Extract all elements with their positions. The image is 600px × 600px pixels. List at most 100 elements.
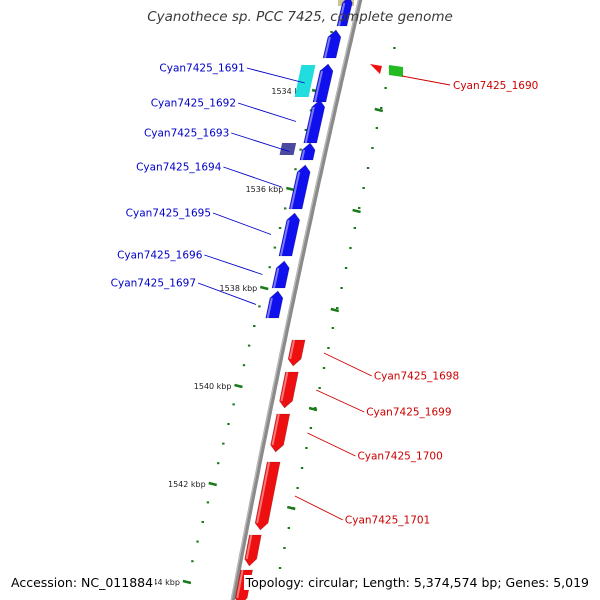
- forward-gene-arrow: [288, 164, 311, 210]
- gene-labels: Cyan7425_1691 Cyan7425_1692 Cyan7425_1693 C…: [111, 63, 539, 527]
- map-title: Cyanothece sp. PCC 7425, complete genome: [147, 9, 453, 25]
- guide-tick: [330, 307, 340, 313]
- guide-dots: [191, 31, 396, 589]
- backbone-highlight: [230, 0, 360, 600]
- forward-gene-arrow-shine: [290, 171, 301, 210]
- guide-tick: [286, 505, 296, 511]
- gene-label: Cyan7425_1694: [136, 162, 222, 174]
- guide-dot: [366, 167, 370, 169]
- gene-label: Cyan7425_1701: [345, 515, 430, 527]
- tick-dot: [278, 227, 282, 229]
- tick-dot: [268, 266, 271, 269]
- gene-label: Cyan7425_1693: [144, 128, 229, 140]
- tick-dot: [216, 462, 220, 465]
- gene-label: Cyan7425_1697: [111, 278, 196, 290]
- label-leader: [307, 432, 356, 457]
- guide-dot: [384, 87, 387, 89]
- reverse-gene-arrow: [279, 371, 299, 409]
- guide-dot: [331, 327, 335, 329]
- guide-dot: [393, 47, 396, 49]
- tick-dot: [253, 325, 256, 327]
- gene-label: Cyan7425_1692: [151, 98, 236, 110]
- tick-dot: [222, 442, 225, 445]
- forward-gene-arrow: [265, 290, 284, 319]
- label-leader: [316, 389, 365, 413]
- green-feature: [388, 65, 403, 77]
- reverse-gene-arrow-shine: [280, 371, 289, 402]
- tick-dot: [299, 148, 302, 151]
- guide-dot: [380, 107, 383, 109]
- forward-gene-arrow-shine: [313, 70, 323, 103]
- guide-dot: [353, 227, 357, 229]
- guide-dot: [358, 207, 361, 209]
- tick-label: 1542 kbp: [168, 480, 206, 489]
- tick-label: 1534 kbp: [271, 87, 309, 96]
- gene-label: Cyan7425_1698: [374, 371, 459, 383]
- label-leader: [246, 67, 305, 84]
- tick-dot: [247, 344, 251, 347]
- forward-gene-arrow-shine: [304, 106, 315, 144]
- accession-text: Accession: NC_011884: [9, 575, 156, 590]
- label-leader: [204, 254, 263, 275]
- tick-dot: [294, 168, 297, 171]
- tick-dot: [206, 501, 210, 504]
- gene-label: Cyan7425_1696: [117, 250, 203, 262]
- label-leader: [197, 282, 257, 305]
- forward-gene-arrow: [299, 142, 316, 161]
- gene-label: Cyan7425_1700: [357, 451, 442, 463]
- tick-dot: [232, 403, 235, 406]
- guide-tick: [374, 107, 384, 113]
- guide-dot: [287, 527, 291, 529]
- label-leader: [401, 75, 451, 86]
- forward-gene-arrow-shine: [279, 219, 290, 257]
- guide-dot: [349, 247, 352, 249]
- tick-label: 1538 kbp: [220, 284, 258, 293]
- tick-mark: [234, 383, 243, 389]
- forward-gene-arrow-shine: [300, 149, 306, 161]
- gene-label: Cyan7425_1690: [453, 80, 538, 92]
- guide-dot: [371, 147, 374, 149]
- forward-gene-arrow-shine: [273, 267, 280, 289]
- guide-dot: [340, 287, 343, 289]
- tick-dot: [227, 423, 230, 425]
- tick-label: 1536 kbp: [246, 185, 284, 194]
- reverse-gene-arrow: [244, 534, 262, 567]
- reverse-gene-arrow-shine: [256, 461, 271, 524]
- slate-feature: [279, 143, 297, 155]
- forward-gene-arrow: [278, 212, 301, 257]
- tick-dot: [201, 521, 204, 523]
- guide-dot: [309, 427, 313, 429]
- guide-dot: [318, 387, 321, 389]
- reverse-gene-arrow-shine: [271, 413, 280, 446]
- tick-dot: [258, 305, 261, 308]
- forward-gene-arrow: [271, 260, 290, 289]
- guide-dot: [296, 487, 299, 489]
- gene-label: Cyan7425_1695: [126, 208, 211, 220]
- forward-gene-arrow-shine: [324, 36, 331, 59]
- label-leader: [223, 166, 282, 188]
- guide-dot: [375, 127, 379, 129]
- tick-dot: [273, 246, 277, 249]
- forward-gene-arrow: [336, 0, 353, 27]
- reverse-gene-arrow: [369, 64, 382, 74]
- topology-text: Topology: circular; Length: 5,374,574 bp…: [243, 575, 591, 590]
- tick-mark: [182, 579, 192, 585]
- label-leader: [231, 132, 290, 152]
- tick-dot: [330, 31, 333, 33]
- tick-label: 1540 kbp: [194, 382, 232, 391]
- reverse-gene-arrow: [270, 413, 291, 453]
- label-leader: [323, 352, 373, 377]
- tick-label: 1544 kbp: [142, 578, 180, 587]
- tick-mark: [285, 186, 295, 192]
- forward-gene-arrow-shine: [266, 297, 273, 319]
- gene-label: Cyan7425_1691: [159, 63, 244, 75]
- guide-dot: [362, 187, 365, 189]
- label-leader: [237, 102, 297, 122]
- gene-label: Cyan7425_1699: [366, 407, 451, 419]
- tick-dot: [304, 129, 308, 131]
- tick-dot: [242, 364, 246, 367]
- reverse-gene-arrow: [287, 339, 306, 367]
- backbone-line: [230, 0, 363, 600]
